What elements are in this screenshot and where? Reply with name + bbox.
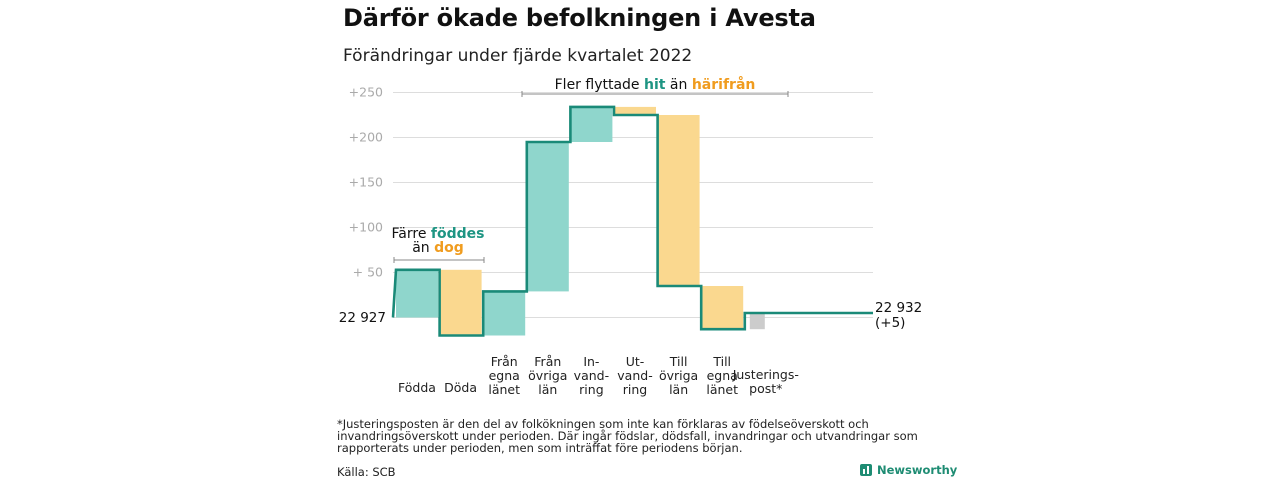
footnote: *Justeringsposten är den del av folkökni…: [337, 417, 918, 455]
category-label: ring: [579, 382, 603, 397]
category-label: län: [669, 382, 688, 397]
category-label: län: [538, 382, 557, 397]
newsworthy-logo: Newsworthy: [860, 463, 957, 477]
category-label: ring: [623, 382, 647, 397]
category-label: vand-: [574, 368, 609, 383]
annotation-birth-line2: än dog: [412, 240, 464, 256]
annotation-birth-green: föddes: [431, 226, 485, 242]
category-label: länet: [706, 382, 738, 397]
category-label: post*: [749, 381, 782, 396]
annotation-move: Fler flyttade hit än härifrån: [555, 76, 756, 93]
category-label: övriga: [528, 368, 567, 383]
annotation-birth-text: Färre: [392, 226, 431, 242]
bar-2: [439, 269, 482, 336]
end-change-label: (+5): [875, 315, 905, 331]
annotation-birth-orange: dog: [434, 240, 464, 256]
y-tick-label: +150: [349, 175, 383, 190]
label-layer: Födda DödaFrånegnalänetFrånövrigalänIn-va…: [339, 300, 923, 397]
category-label: vand-: [617, 368, 652, 383]
annotation-birth-text2: än: [412, 240, 434, 256]
category-label: länet: [488, 382, 520, 397]
bar-6: [614, 106, 656, 115]
category-label: Döda: [444, 380, 477, 395]
bar-3: [483, 291, 526, 336]
newsworthy-logo-icon: [860, 464, 872, 476]
category-label: Födda: [398, 380, 436, 395]
line-layer: [391, 105, 873, 337]
category-label: övriga: [659, 368, 698, 383]
annotation-move-middle: än: [665, 77, 691, 93]
bar-layer: [396, 106, 765, 336]
bar-5: [570, 106, 613, 142]
chart-subtitle: Förändringar under fjärde kvartalet 2022: [343, 46, 693, 66]
annotation-move-orange: härifrån: [692, 76, 756, 93]
cumulative-step-line: [391, 105, 873, 337]
bar-4: [526, 142, 569, 292]
bar-1: [396, 269, 438, 318]
bar-8: [701, 286, 744, 330]
chart-title: Därför ökade befolkningen i Avesta: [343, 4, 816, 32]
end-value-label: 22 932: [875, 300, 922, 316]
bar-7: [657, 115, 700, 286]
y-tick-label: +100: [349, 220, 383, 235]
start-value-label: 22 927: [339, 310, 386, 326]
source-label: Källa: SCB: [337, 465, 396, 479]
annotation-move-prefix: Fler flyttade: [555, 77, 644, 93]
newsworthy-logo-text: Newsworthy: [877, 463, 958, 477]
category-label: Från: [534, 354, 561, 369]
category-label: Justerings-: [732, 367, 799, 382]
category-label: egna: [707, 368, 738, 383]
category-label: Till: [712, 354, 731, 369]
y-tick-label: +200: [349, 130, 383, 145]
category-label: Ut-: [626, 354, 645, 369]
bar-9: [749, 313, 765, 330]
category-label: egna: [489, 368, 520, 383]
category-label: Från: [491, 354, 518, 369]
grid-layer: +250 +200 +150 +100 + 50: [349, 85, 873, 318]
category-label: In-: [583, 354, 599, 369]
category-label: Till: [669, 354, 688, 369]
y-tick-label: + 50: [353, 265, 383, 280]
y-tick-label: +250: [349, 85, 383, 100]
annotation-birth-line1: Färre föddes: [392, 226, 485, 242]
annotation-move-green: hit: [644, 77, 666, 93]
